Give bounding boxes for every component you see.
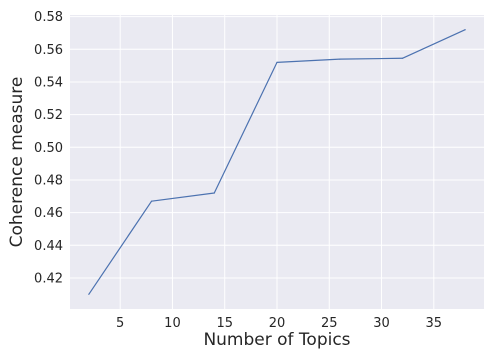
y-tick-label: 0.42 <box>34 271 63 286</box>
y-tick-label: 0.54 <box>34 75 63 90</box>
y-tick-label: 0.48 <box>34 173 63 188</box>
data-point <box>213 192 215 194</box>
y-tick-label: 0.52 <box>34 108 63 123</box>
data-point <box>150 200 153 202</box>
x-tick-label: 15 <box>216 316 233 331</box>
data-point <box>339 58 341 60</box>
data-point <box>464 29 466 31</box>
y-tick-label: 0.56 <box>34 43 63 58</box>
y-tick-label: 0.50 <box>34 141 63 156</box>
data-point <box>401 57 404 59</box>
x-tick-labels: 5 10 15 20 25 30 35 <box>116 316 442 331</box>
data-point <box>88 293 90 295</box>
grid-lines <box>70 15 484 309</box>
y-tick-label: 0.46 <box>34 206 63 221</box>
x-tick-label: 25 <box>321 316 338 331</box>
y-tick-labels: 0.42 0.44 0.46 0.48 0.50 0.52 0.54 0.56 0.58 <box>34 10 63 286</box>
x-axis-label: Number of Topics <box>203 330 350 349</box>
x-tick-label: 20 <box>269 316 286 331</box>
y-tick-label: 0.58 <box>34 10 63 25</box>
y-tick-label: 0.44 <box>34 239 63 254</box>
x-tick-label: 35 <box>426 316 443 331</box>
data-point <box>276 61 278 63</box>
x-tick-label: 10 <box>164 316 181 331</box>
y-axis-label: Coherence measure <box>7 77 27 248</box>
series-group <box>88 29 466 295</box>
x-tick-label: 5 <box>116 316 124 331</box>
x-tick-label: 30 <box>373 316 390 331</box>
